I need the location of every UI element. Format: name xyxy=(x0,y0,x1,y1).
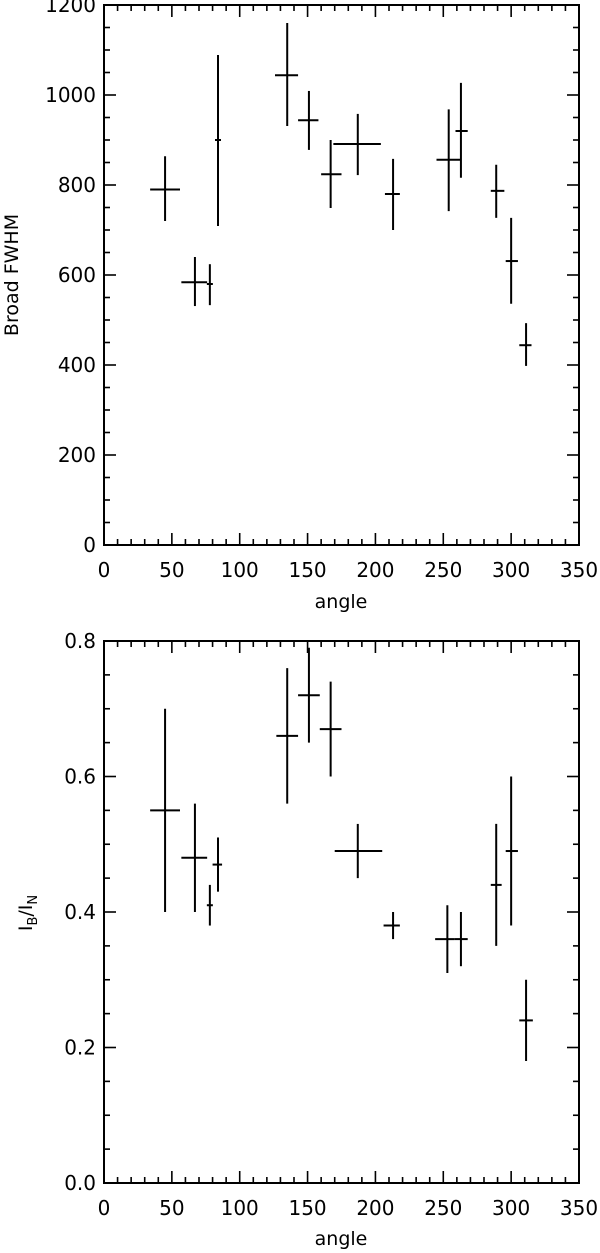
y-tick-label: 200 xyxy=(58,443,96,467)
data-point xyxy=(435,905,455,973)
x-tick-label: 0 xyxy=(98,1196,111,1220)
y-tick-label: 1000 xyxy=(45,83,96,107)
data-point xyxy=(298,647,320,743)
fwhm-x-axis-title: angle xyxy=(315,591,368,613)
x-tick-label: 50 xyxy=(159,1196,184,1220)
plot-frame xyxy=(103,4,580,546)
x-tick-label: 50 xyxy=(159,558,184,582)
intensity-ratio-plot: 0 50 100 150 200 250 300 350 0.0 0.2 0.4 0.6 0.8 xyxy=(64,629,598,1220)
data-point xyxy=(215,54,221,226)
x-tick-label: 150 xyxy=(288,558,326,582)
x-tick-label: 350 xyxy=(560,558,598,582)
y-tick-label: 0.6 xyxy=(64,765,96,789)
data-point xyxy=(276,668,299,804)
data-point xyxy=(505,776,518,926)
data-point xyxy=(455,82,468,178)
x-tick-label: 150 xyxy=(288,1196,326,1220)
data-point xyxy=(319,681,342,777)
data-point xyxy=(490,823,502,946)
x-tick-label: 200 xyxy=(356,1196,394,1220)
ratio-y-axis-title: IB/IN xyxy=(15,895,41,931)
data-point xyxy=(490,164,505,218)
data-point xyxy=(384,158,400,230)
data-point xyxy=(519,323,532,366)
x-tick-label: 100 xyxy=(221,1196,259,1220)
y-tick-label: 0.8 xyxy=(64,629,96,653)
data-point xyxy=(206,884,213,926)
y-tick-label: 0.4 xyxy=(64,900,96,924)
data-point xyxy=(181,803,208,912)
data-point xyxy=(212,837,223,892)
data-point xyxy=(206,264,213,306)
fwhm-y-axis-title: Broad FWHM xyxy=(1,214,23,336)
x-tick-label: 250 xyxy=(424,558,462,582)
y-tick-label: 400 xyxy=(58,353,96,377)
x-tick-label: 350 xyxy=(560,1196,598,1220)
data-point xyxy=(454,912,468,967)
x-tick-label: 200 xyxy=(356,558,394,582)
y-tick-label: 0.2 xyxy=(64,1036,96,1060)
data-point xyxy=(519,979,533,1062)
ratio-y-label-main-2: I xyxy=(15,905,37,911)
data-point xyxy=(334,823,383,879)
x-tick-label: 100 xyxy=(221,558,259,582)
y-tick-label: 600 xyxy=(58,263,96,287)
x-tick-label: 250 xyxy=(424,1196,462,1220)
y-tick-label: 800 xyxy=(58,173,96,197)
data-point xyxy=(333,113,381,176)
data-point xyxy=(436,109,461,212)
x-tick-label: 300 xyxy=(492,558,530,582)
svg-text:IB/IN: IB/IN xyxy=(15,895,41,931)
y-tick-label: 0 xyxy=(83,533,96,557)
x-tick-label: 300 xyxy=(492,1196,530,1220)
data-point xyxy=(505,217,518,304)
y-tick-label: 1200 xyxy=(45,0,96,17)
ratio-y-label-main: I xyxy=(15,926,37,932)
data-point xyxy=(181,257,208,307)
plot-frame xyxy=(103,640,580,1184)
data-point xyxy=(298,90,319,150)
data-point xyxy=(321,140,342,208)
ratio-y-label-sub-n: N xyxy=(26,895,41,905)
x-tick-label: 0 xyxy=(98,558,111,582)
y-tick-label: 0.0 xyxy=(64,1171,96,1195)
data-point xyxy=(150,156,180,221)
data-point xyxy=(150,708,180,912)
ratio-x-axis-title: angle xyxy=(315,1228,368,1250)
ratio-y-label-slash: / xyxy=(15,910,37,917)
data-point xyxy=(383,912,400,940)
ratio-y-label-sub-b: B xyxy=(26,917,41,926)
data-point xyxy=(275,23,299,127)
fwhm-plot: 0 50 100 150 200 250 300 350 0 200 400 600 800 1000 12… xyxy=(45,0,598,582)
